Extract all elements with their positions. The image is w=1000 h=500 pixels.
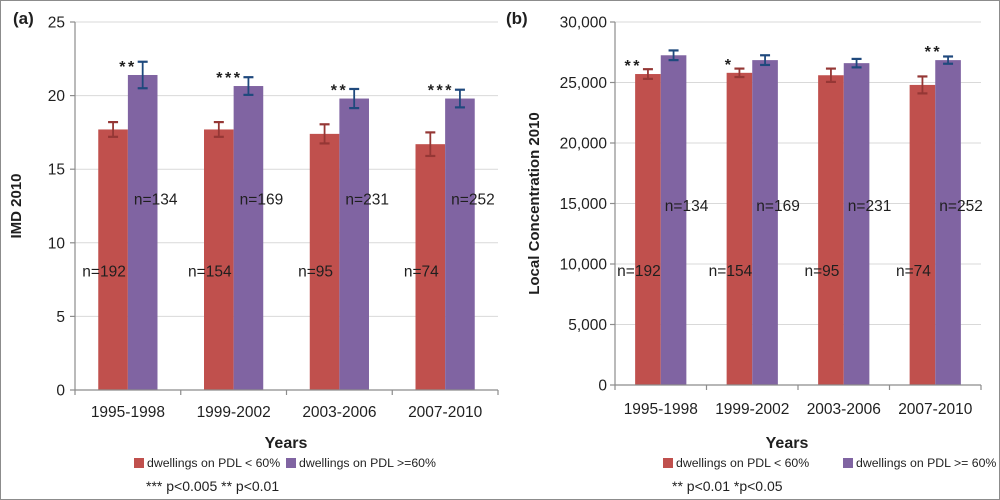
y-axis-title: IMD 2010: [8, 173, 25, 238]
n-label: n=169: [756, 198, 800, 215]
bar-series1-cat1: [752, 60, 778, 386]
panel-b: 0 5,000 10,000 15,000 20,000 25,000 30,000 n=19…: [500, 1, 999, 499]
bar-series1-cat1: [233, 86, 264, 390]
n-label: n=231: [848, 198, 892, 215]
n-label: n=154: [709, 263, 753, 280]
n-label: n=95: [804, 263, 839, 280]
x-axis-title: Years: [766, 435, 809, 452]
y-tick-label: 5,000: [568, 317, 607, 334]
sig-marker: **: [624, 58, 641, 75]
x-axis-title: Years: [265, 435, 308, 452]
bar-series1-cat2: [339, 98, 369, 390]
sig-marker: ***: [428, 83, 454, 100]
y-tick-label: 15: [48, 162, 65, 179]
bar-series1-cat0: [660, 55, 687, 386]
bar-chart: 0 5,000 10,000 15,000 20,000 25,000 30,000 n=19…: [506, 9, 996, 494]
x-tick-label: 1999-2002: [715, 401, 789, 418]
legend-label: dwellings on PDL >= 60%: [856, 456, 996, 470]
bar-series1-cat2: [843, 63, 870, 385]
bar-series0-cat1: [726, 72, 753, 385]
legend-label: dwellings on PDL < 60%: [147, 456, 280, 470]
legend-label: dwellings on PDL < 60%: [676, 456, 809, 470]
y-tick-label: 20,000: [560, 136, 608, 153]
sig-marker: **: [925, 44, 942, 61]
x-tick-label: 2003-2006: [807, 401, 881, 418]
footnote: ** p<0.01 *p<0.05: [672, 478, 783, 494]
n-label: n=95: [298, 264, 333, 281]
footnote: *** p<0.005 ** p<0.01: [146, 478, 279, 494]
legend-swatch: [663, 458, 673, 468]
sig-marker: ***: [216, 70, 242, 87]
bar-series0-cat2: [309, 133, 340, 390]
y-tick-label: 0: [598, 378, 607, 395]
bar-series0-cat1: [204, 129, 234, 390]
x-tick-label: 2007-2010: [408, 404, 483, 421]
bar-series0-cat2: [818, 75, 844, 386]
x-tick-label: 2003-2006: [302, 404, 376, 421]
y-tick-label: 25: [48, 15, 65, 32]
panel-label: (a): [13, 9, 34, 28]
y-tick-label: 5: [56, 309, 65, 326]
y-tick-label: 15,000: [560, 196, 608, 213]
n-label: n=134: [665, 198, 709, 215]
y-tick-label: 20: [48, 88, 66, 105]
bar-series0-cat3: [415, 144, 446, 390]
n-label: n=154: [188, 264, 232, 281]
n-label: n=134: [134, 192, 178, 209]
bar-series0-cat3: [909, 84, 936, 386]
legend-swatch: [134, 458, 144, 468]
y-tick-label: 10,000: [560, 257, 608, 274]
bar-series1-cat0: [127, 74, 158, 391]
bar-series1-cat3: [935, 60, 961, 386]
n-label: n=252: [939, 198, 983, 215]
bar-series0-cat0: [98, 129, 128, 390]
bar-chart: 0 5 10 15 20 25 n=192 n=154 n=95 n=74 n=134 n=169 n=…: [8, 9, 499, 494]
legend-swatch: [286, 458, 296, 468]
y-tick-label: 0: [56, 383, 65, 400]
n-label: n=74: [896, 263, 931, 280]
x-tick-label: 1995-1998: [91, 404, 165, 421]
x-tick-label: 1995-1998: [624, 401, 698, 418]
n-label: n=252: [451, 192, 495, 209]
n-label: n=192: [617, 263, 661, 280]
n-label: n=74: [404, 264, 439, 281]
bar-series1-cat3: [445, 98, 475, 390]
panel-label: (b): [506, 9, 528, 28]
y-tick-label: 25,000: [560, 75, 608, 92]
n-label: n=192: [82, 264, 126, 281]
y-tick-label: 30,000: [560, 15, 608, 32]
sig-marker: **: [119, 59, 136, 76]
sig-marker: **: [331, 83, 348, 100]
legend-swatch: [843, 458, 853, 468]
bar-series0-cat0: [635, 74, 661, 385]
legend-label: dwellings on PDL >=60%: [299, 456, 436, 470]
n-label: n=231: [345, 192, 389, 209]
sig-marker: *: [725, 57, 734, 74]
x-tick-label: 1999-2002: [197, 404, 271, 421]
n-label: n=169: [240, 192, 284, 209]
y-axis-title: Local Concentration 2010: [526, 112, 543, 295]
y-tick-label: 10: [48, 235, 66, 252]
panel-a: 0 5 10 15 20 25 n=192 n=154 n=95 n=74 n=134 n=169 n=…: [1, 1, 501, 499]
x-tick-label: 2007-2010: [898, 401, 973, 418]
